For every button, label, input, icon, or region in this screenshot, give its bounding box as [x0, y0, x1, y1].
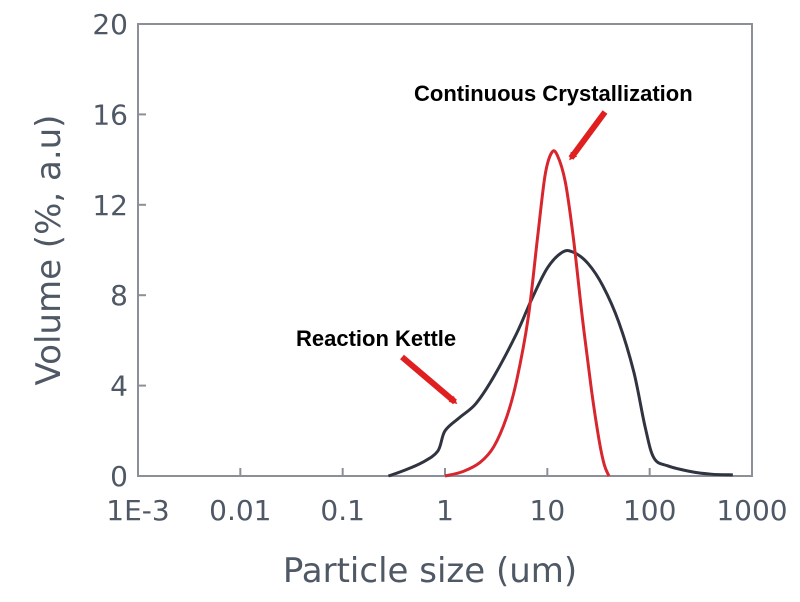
- x-tick-label: 0.01: [209, 494, 271, 527]
- x-tick-label: 1: [436, 494, 454, 527]
- x-tick-label: 1E-3: [106, 494, 169, 527]
- y-tick-label: 16: [92, 98, 128, 131]
- y-tick-label: 4: [110, 370, 128, 403]
- x-tick-label: 100: [623, 494, 676, 527]
- x-axis-ticks: 1E-3 0.01 0.1 1 10 100 1000: [106, 468, 788, 527]
- x-axis-title: Particle size (um): [283, 551, 577, 591]
- arrow-reaction-kettle: [400, 354, 458, 405]
- x-tick-label: 1000: [716, 494, 787, 527]
- y-axis-title: Volume (%, a.u): [29, 115, 69, 386]
- x-tick-label: 0.1: [320, 494, 365, 527]
- y-tick-label: 0: [110, 460, 128, 493]
- y-tick-label: 12: [92, 189, 128, 222]
- series-line-continuous-crystallization: [444, 149, 611, 478]
- y-tick-label: 20: [92, 8, 128, 41]
- y-axis-ticks: 0 4 8 12 16 20: [92, 8, 146, 493]
- annotation-continuous-crystallization: Continuous Crystallization: [414, 81, 693, 106]
- series-layer: [387, 149, 733, 478]
- series-line-reaction-kettle: [387, 249, 733, 478]
- arrow-continuous-crystallization: [568, 110, 608, 161]
- y-tick-label: 8: [110, 279, 128, 312]
- x-tick-label: 10: [530, 494, 566, 527]
- annotation-reaction-kettle: Reaction Kettle: [296, 326, 456, 351]
